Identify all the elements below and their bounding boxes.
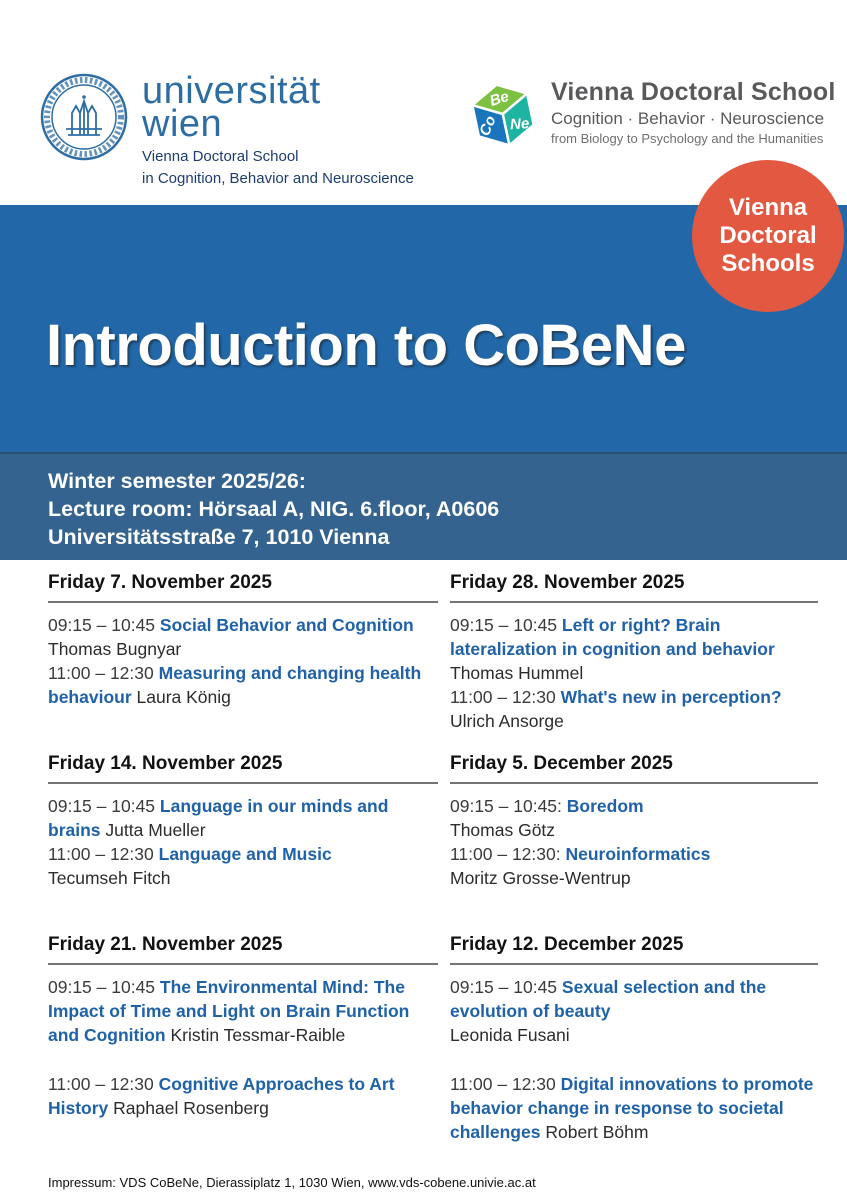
location-line: Lecture room: Hörsaal A, NIG. 6.floor, A… — [48, 497, 500, 521]
badge-line3: Schools — [721, 250, 815, 278]
cobene-title: Vienna Doctoral School — [551, 78, 836, 106]
session-speaker: Ulrich Ansorge — [450, 711, 564, 731]
cobene-tagline: from Biology to Psychology and the Human… — [551, 131, 824, 146]
entry-date: Friday 14. November 2025 — [48, 753, 438, 784]
schedule-entry: Friday 5. December 2025 09:15 – 10:45: B… — [450, 753, 818, 934]
entry-date: Friday 21. November 2025 — [48, 934, 438, 965]
banner: Introduction to CoBeNe — [0, 205, 847, 452]
schedule: Friday 7. November 2025 09:15 – 10:45 So… — [0, 560, 847, 1144]
vds-subtitle-line1: Vienna Doctoral School — [142, 147, 299, 165]
session: 11:00 – 12:30 Language and Music Tecumse… — [48, 842, 438, 890]
session-title: Boredom — [566, 796, 644, 816]
univie-wordmark: universität wien — [142, 70, 414, 146]
session-title: Digital innovations to promote behavior … — [450, 1074, 814, 1142]
session-time: 11:00 – 12:30 — [450, 687, 556, 707]
cobene-cube-icon: Be Co Ne — [469, 83, 536, 148]
entry-date: Friday 7. November 2025 — [48, 572, 438, 603]
session-time: 11:00 – 12:30: — [450, 844, 561, 864]
session: 11:00 – 12:30 Digital innovations to pro… — [450, 1072, 818, 1144]
session-time: 09:15 – 10:45 — [48, 615, 156, 635]
session-title: Cognitive Approaches to Art History — [48, 1074, 395, 1118]
session-time: 11:00 – 12:30 — [48, 663, 154, 683]
session-time: 09:15 – 10:45 — [450, 615, 558, 635]
info-bar: Winter semester 2025/26: Lecture room: H… — [0, 452, 847, 560]
session: 09:15 – 10:45 The Environmental Mind: Th… — [48, 975, 438, 1047]
session-speaker: Tecumseh Fitch — [48, 868, 171, 888]
session-title: Language in our minds and brains — [48, 796, 389, 840]
session-speaker: Leonida Fusani — [450, 1025, 570, 1045]
session: 11:00 – 12:30 Cognitive Approaches to Ar… — [48, 1072, 438, 1120]
session-title: Left or right? Brain lateralization in c… — [450, 615, 775, 659]
semester-line: Winter semester 2025/26: — [48, 469, 306, 493]
session: 11:00 – 12:30 Measuring and changing hea… — [48, 661, 438, 709]
session: 09:15 – 10:45: Boredom Thomas Götz — [450, 794, 818, 842]
session: 09:15 – 10:45 Sexual selection and the e… — [450, 975, 818, 1047]
footer-impressum: Impressum: VDS CoBeNe, Dierassiplatz 1, … — [48, 1175, 536, 1190]
univie-logo: universität wien Vienna Doctoral School … — [40, 70, 414, 191]
session-speaker: Thomas Götz — [450, 820, 556, 840]
session-time: 11:00 – 12:30 — [450, 1074, 556, 1094]
session: 11:00 – 12:30 What's new in perception? … — [450, 685, 818, 733]
session: 09:15 – 10:45 Language in our minds and … — [48, 794, 438, 842]
session: 09:15 – 10:45 Social Behavior and Cognit… — [48, 613, 438, 661]
univie-seal-icon — [40, 73, 128, 161]
session-time: 11:00 – 12:30 — [48, 1074, 154, 1094]
schedule-entry: Friday 14. November 2025 09:15 – 10:45 L… — [48, 753, 438, 934]
svg-text:Co: Co — [476, 113, 499, 138]
schedule-entry: Friday 7. November 2025 09:15 – 10:45 So… — [48, 572, 438, 753]
session-time: 09:15 – 10:45: — [450, 796, 562, 816]
badge-line1: Vienna — [728, 193, 808, 221]
address-line: Universitätsstraße 7, 1010 Vienna — [48, 525, 390, 549]
session-speaker: Raphael Rosenberg — [113, 1098, 269, 1118]
entry-date: Friday 12. December 2025 — [450, 934, 818, 965]
entry-date: Friday 5. December 2025 — [450, 753, 818, 784]
badge-line2: Doctoral — [719, 221, 817, 249]
schedule-entry: Friday 28. November 2025 09:15 – 10:45 L… — [450, 572, 818, 753]
cobene-subtitle: Cognition · Behavior · Neuroscience — [551, 109, 825, 128]
schedule-entry: Friday 21. November 2025 09:15 – 10:45 T… — [48, 934, 438, 1144]
session-speaker: Jutta Mueller — [105, 820, 206, 840]
schedule-entry: Friday 12. December 2025 09:15 – 10:45 S… — [450, 934, 818, 1144]
session-speaker: Kristin Tessmar-Raible — [170, 1025, 346, 1045]
session-time: 09:15 – 10:45 — [48, 796, 156, 816]
session-title: The Environmental Mind: The Impact of Ti… — [48, 977, 410, 1045]
session-speaker: Robert Böhm — [545, 1122, 649, 1142]
svg-text:Be: Be — [488, 88, 512, 110]
entry-date: Friday 28. November 2025 — [450, 572, 818, 603]
session: 11:00 – 12:30: Neuroinformatics Moritz G… — [450, 842, 818, 890]
session: 09:15 – 10:45 Left or right? Brain later… — [450, 613, 818, 685]
session-speaker: Moritz Grosse-Wentrup — [450, 868, 631, 888]
session-title: Social Behavior and Cognition — [159, 615, 414, 635]
cobene-logo: Be Co Ne Vienna Doctoral School Cognitio… — [463, 76, 836, 154]
session-title: Language and Music — [158, 844, 332, 864]
wordmark-line2: wien — [142, 103, 223, 146]
session-time: 09:15 – 10:45 — [450, 977, 558, 997]
badge-vienna-doctoral-schools: Vienna Doctoral Schools — [692, 160, 844, 312]
session-time: 09:15 – 10:45 — [48, 977, 156, 997]
session-speaker: Thomas Bugnyar — [48, 639, 182, 659]
session-title: Sexual selection and the evolution of be… — [450, 977, 767, 1021]
session-title: What's new in perception? — [560, 687, 782, 707]
session-time: 11:00 – 12:30 — [48, 844, 154, 864]
vds-subtitle-line2: in Cognition, Behavior and Neuroscience — [142, 170, 414, 188]
session-speaker: Thomas Hummel — [450, 663, 584, 683]
header: universität wien Vienna Doctoral School … — [0, 0, 847, 205]
wordmark-line1: universität — [142, 70, 321, 112]
svg-text:Ne: Ne — [509, 115, 529, 133]
poster-title: Introduction to CoBeNe — [46, 313, 686, 378]
session-title: Neuroinformatics — [565, 844, 711, 864]
session-title: Measuring and changing health behaviour — [48, 663, 422, 707]
vds-subtitle: Vienna Doctoral School in Cognition, Beh… — [142, 146, 414, 191]
session-speaker: Laura König — [136, 687, 231, 707]
